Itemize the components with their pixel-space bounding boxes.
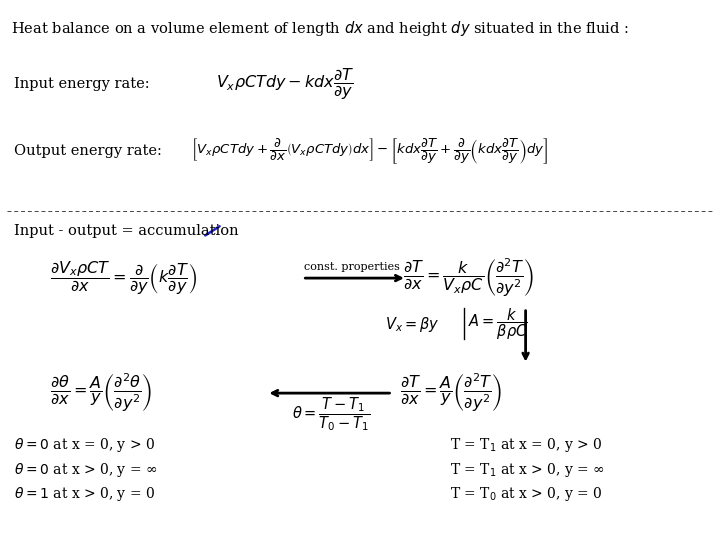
Text: $\dfrac{\partial V_x\rho CT}{\partial x} = \dfrac{\partial}{\partial y}\left(k\d: $\dfrac{\partial V_x\rho CT}{\partial x}… (50, 259, 198, 297)
Text: Input energy rate:: Input energy rate: (14, 77, 150, 91)
Text: $\theta = 1$ at x > 0, y = 0: $\theta = 1$ at x > 0, y = 0 (14, 485, 156, 503)
Text: Heat balance on a volume element of length $dx$ and height $dy$ situated in the : Heat balance on a volume element of leng… (11, 19, 629, 38)
Text: $V_x = \beta y$: $V_x = \beta y$ (385, 314, 440, 334)
Text: $V_x\rho CTdy - kdx\dfrac{\partial T}{\partial y}$: $V_x\rho CTdy - kdx\dfrac{\partial T}{\p… (216, 66, 354, 102)
Text: $\left[V_x\rho CTdy + \dfrac{\partial}{\partial x}\left(V_x\rho CTdy\right)dx\ri: $\left[V_x\rho CTdy + \dfrac{\partial}{\… (191, 136, 548, 166)
Text: $\theta = \dfrac{T - T_1}{T_0 - T_1}$: $\theta = \dfrac{T - T_1}{T_0 - T_1}$ (292, 395, 370, 433)
Text: T = T$_0$ at x > 0, y = 0: T = T$_0$ at x > 0, y = 0 (450, 485, 603, 503)
Text: T = T$_1$ at x > 0, y = ∞: T = T$_1$ at x > 0, y = ∞ (450, 461, 605, 479)
Text: $\dfrac{\partial\theta}{\partial x} = \dfrac{A}{y}\left(\dfrac{\partial^2\theta}: $\dfrac{\partial\theta}{\partial x} = \d… (50, 372, 153, 414)
Text: T = T$_1$ at x = 0, y > 0: T = T$_1$ at x = 0, y > 0 (450, 436, 603, 455)
Text: $\dfrac{\partial T}{\partial x} = \dfrac{A}{y}\left(\dfrac{\partial^2 T}{\partia: $\dfrac{\partial T}{\partial x} = \dfrac… (400, 372, 502, 414)
Text: Output energy rate:: Output energy rate: (14, 144, 162, 158)
Text: $\theta = 0$ at x > 0, y = ∞: $\theta = 0$ at x > 0, y = ∞ (14, 461, 158, 479)
Text: Input - output = accumulation: Input - output = accumulation (14, 224, 239, 238)
Text: $A = \dfrac{k}{\beta\rho C}$: $A = \dfrac{k}{\beta\rho C}$ (468, 306, 528, 342)
Text: const. properties: const. properties (304, 261, 400, 272)
Text: $\theta = 0$ at x = 0, y > 0: $\theta = 0$ at x = 0, y > 0 (14, 436, 156, 455)
Text: $\dfrac{\partial T}{\partial x} = \dfrac{k}{V_x\rho C}\left(\dfrac{\partial^2 T}: $\dfrac{\partial T}{\partial x} = \dfrac… (403, 257, 534, 299)
